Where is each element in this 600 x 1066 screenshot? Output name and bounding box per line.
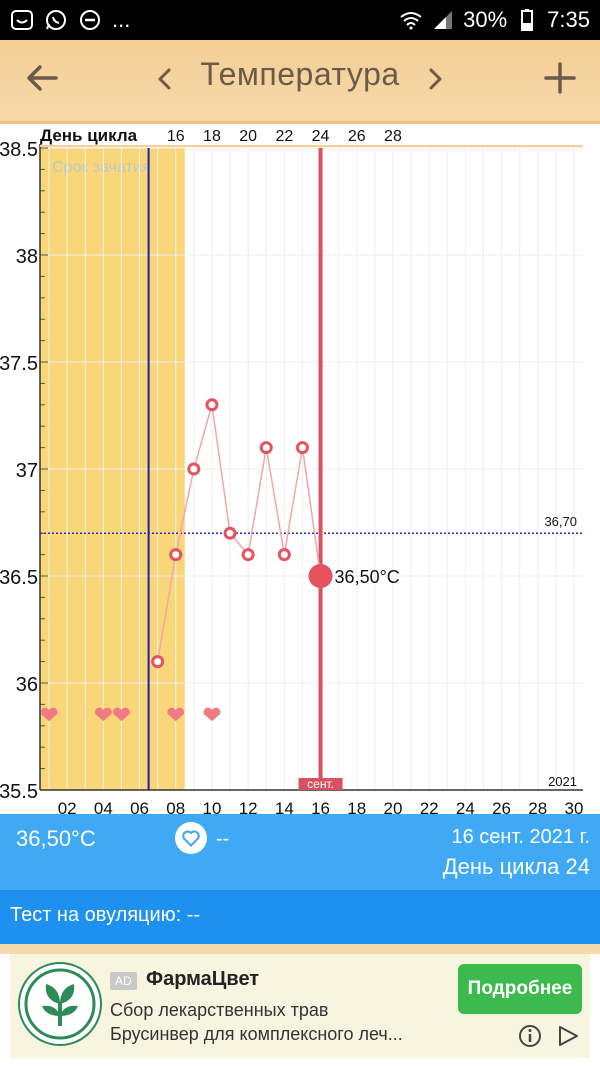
x-tick-label: 14	[275, 799, 294, 814]
temperature-point	[169, 548, 183, 562]
ad-badge: AD	[110, 972, 137, 990]
add-plus-icon[interactable]	[540, 58, 580, 98]
ad-info-icon[interactable]	[518, 1024, 542, 1048]
battery-percent: 30%	[463, 7, 508, 32]
intercourse-button[interactable]	[175, 822, 207, 854]
cycle-day-tick-label: 22	[275, 128, 293, 145]
x-tick-label: 02	[58, 799, 77, 814]
wifi-icon	[400, 12, 422, 30]
cycle-day-tick-label: 18	[203, 128, 221, 145]
battery-icon	[521, 9, 534, 31]
y-tick-label: 38.5	[0, 139, 38, 161]
temperature-chart[interactable]: Срок зачатия 35.5 36 36.5 37 37.5 38 38.5 02 04 06…	[0, 124, 600, 814]
coverline-label: 36,70	[544, 514, 577, 529]
ovulation-test-row[interactable]: Тест на овуляцию: --	[0, 890, 600, 944]
app-header: Температура	[0, 40, 600, 124]
cycle-day-tick-label: 24	[312, 128, 330, 145]
temperature-point	[151, 655, 165, 669]
do-not-disturb-icon	[80, 10, 100, 30]
x-tick-label: 10	[202, 799, 221, 814]
selected-month-badge	[298, 778, 343, 790]
ad-title: ФармаЦвет	[146, 968, 260, 990]
clock: 7:35	[547, 7, 590, 32]
x-tick-label: 22	[420, 799, 439, 814]
ad-description-line1: Сбор лекарственных трав	[110, 1000, 329, 1020]
selected-point-label: 36,50°C	[335, 567, 400, 587]
cycle-day-tick-label: 16	[167, 128, 185, 145]
x-tick-label: 26	[492, 799, 511, 814]
selected-point	[308, 564, 333, 588]
temperature-point	[295, 441, 309, 455]
x-tick-label: 08	[166, 799, 185, 814]
heart-marker-icon	[203, 707, 221, 722]
ovulation-test-label: Тест на овуляцию: --	[10, 904, 201, 926]
fertile-window-label: Срок зачатия	[52, 159, 151, 176]
y-tick-label: 36	[16, 674, 38, 696]
cycle-day-tick-label: 20	[239, 128, 257, 145]
cycle-day-tick-label: 28	[384, 128, 402, 145]
temperature-line	[156, 404, 322, 662]
temperature-point	[259, 441, 273, 455]
page-title: Температура	[200, 56, 400, 92]
heart-icon	[182, 830, 200, 847]
x-tick-label: 04	[94, 799, 113, 814]
more-notifications: ...	[112, 7, 131, 32]
ad-description-line2: Брусинвер для комплексного леч...	[110, 1024, 403, 1044]
ad-choices-icon[interactable]	[556, 1024, 580, 1048]
x-tick-label: 18	[347, 799, 366, 814]
heart-marker-icon	[167, 707, 185, 722]
whatsapp-icon	[46, 10, 66, 30]
day-info-panel: 36,50°C -- 16 сент. 2021 г. День цикла 2…	[0, 814, 600, 890]
chart-svg[interactable]: Срок зачатия 35.5 36 36.5 37 37.5 38 38.5 02 04 06…	[0, 124, 600, 814]
selected-month-label: сент.	[307, 777, 334, 791]
y-tick-label: 38	[16, 246, 38, 268]
x-tick-label: 24	[456, 799, 475, 814]
y-tick-label: 36.5	[0, 567, 38, 589]
heart-marker-icon	[112, 707, 130, 722]
cycle-day-tick-label: 26	[348, 128, 366, 145]
year-label: 2021	[548, 774, 577, 789]
previous-chevron-icon[interactable]	[150, 62, 178, 96]
ad-banner[interactable]: AD ФармаЦвет Сбор лекарственных трав Бру…	[10, 954, 590, 1058]
y-tick-label: 37.5	[0, 353, 38, 375]
temperature-point	[205, 398, 219, 412]
temperature-point	[277, 548, 291, 562]
x-tick-label: 20	[383, 799, 402, 814]
selected-date: 16 сент. 2021 г.	[451, 826, 591, 848]
ad-cta-button[interactable]: Подробнее	[458, 964, 582, 1014]
x-tick-label: 12	[239, 799, 258, 814]
temperature-point	[241, 548, 255, 562]
status-bar: ... 30% 7:35	[0, 0, 600, 40]
temperature-point	[223, 526, 237, 540]
x-tick-label: 28	[528, 799, 547, 814]
x-tick-label: 06	[130, 799, 149, 814]
heart-marker-icon	[40, 707, 58, 722]
x-tick-label: 30	[564, 799, 583, 814]
next-chevron-icon[interactable]	[422, 62, 450, 96]
intercourse-value: --	[216, 828, 230, 850]
back-arrow-icon[interactable]	[22, 58, 62, 98]
y-tick-label: 35.5	[0, 781, 38, 803]
cycle-day-label: День цикла 24	[442, 854, 590, 879]
camera-app-icon	[11, 10, 33, 30]
signal-icon	[434, 11, 453, 29]
heart-marker-icon	[94, 707, 112, 722]
temperature-point	[187, 462, 201, 476]
y-tick-label: 37	[16, 460, 38, 482]
divider	[0, 944, 600, 954]
cycle-day-axis-label: День цикла	[40, 126, 138, 145]
x-tick-label: 16	[311, 799, 330, 814]
pharmacy-logo	[18, 962, 102, 1046]
selected-temperature: 36,50°C	[16, 826, 96, 851]
